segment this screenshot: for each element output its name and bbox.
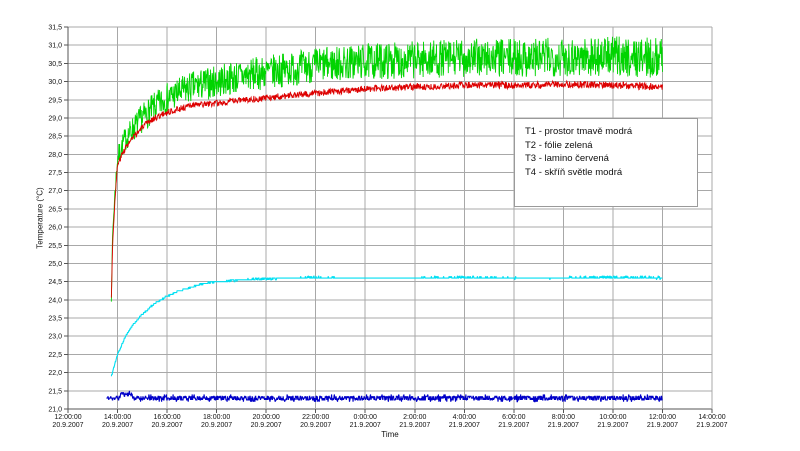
svg-text:20.9.2007: 20.9.2007 — [52, 422, 83, 429]
svg-text:26,0: 26,0 — [48, 225, 62, 232]
svg-text:30,0: 30,0 — [48, 79, 62, 86]
svg-text:21.9.2007: 21.9.2007 — [696, 422, 727, 429]
svg-text:25,5: 25,5 — [48, 243, 62, 250]
svg-text:26,5: 26,5 — [48, 206, 62, 213]
svg-text:20:00:00: 20:00:00 — [253, 414, 280, 421]
svg-text:6:00:00: 6:00:00 — [502, 414, 525, 421]
svg-text:31,0: 31,0 — [48, 43, 62, 50]
svg-text:18:00:00: 18:00:00 — [203, 414, 230, 421]
svg-text:21.9.2007: 21.9.2007 — [548, 422, 579, 429]
svg-text:20.9.2007: 20.9.2007 — [251, 422, 282, 429]
svg-text:20.9.2007: 20.9.2007 — [201, 422, 232, 429]
svg-text:14:00:00: 14:00:00 — [698, 414, 725, 421]
svg-text:14:00:00: 14:00:00 — [104, 414, 131, 421]
svg-text:23,5: 23,5 — [48, 316, 62, 323]
svg-text:21.9.2007: 21.9.2007 — [350, 422, 381, 429]
legend-item-t4: T4 - skříň světle modrá — [525, 166, 623, 178]
svg-text:30,5: 30,5 — [48, 61, 62, 68]
legend-item-t3: T3 - lamino červená — [525, 153, 609, 164]
svg-text:21.9.2007: 21.9.2007 — [647, 422, 678, 429]
y-axis-title: Temperature (°C) — [35, 187, 45, 249]
svg-text:4:00:00: 4:00:00 — [453, 414, 476, 421]
svg-text:22:00:00: 22:00:00 — [302, 414, 329, 421]
svg-text:20.9.2007: 20.9.2007 — [151, 422, 182, 429]
legend-item-t2: T2 - fólie zelená — [525, 139, 593, 151]
svg-text:24,5: 24,5 — [48, 279, 62, 286]
svg-text:28,5: 28,5 — [48, 134, 62, 141]
svg-text:31,5: 31,5 — [48, 25, 62, 32]
svg-text:16:00:00: 16:00:00 — [153, 414, 180, 421]
svg-text:23,0: 23,0 — [48, 334, 62, 341]
svg-text:21.9.2007: 21.9.2007 — [449, 422, 480, 429]
svg-text:22,0: 22,0 — [48, 370, 62, 377]
svg-text:0:00:00: 0:00:00 — [354, 414, 377, 421]
svg-text:21,0: 21,0 — [48, 407, 62, 414]
svg-text:29,0: 29,0 — [48, 115, 62, 122]
svg-text:27,5: 27,5 — [48, 170, 62, 177]
svg-text:8:00:00: 8:00:00 — [552, 414, 575, 421]
x-axis-title: Time — [381, 430, 399, 439]
svg-text:21.9.2007: 21.9.2007 — [498, 422, 529, 429]
svg-text:21.9.2007: 21.9.2007 — [597, 422, 628, 429]
svg-text:10:00:00: 10:00:00 — [599, 414, 626, 421]
legend-item-t1: T1 - prostor tmavě modrá — [525, 126, 633, 137]
svg-text:27,0: 27,0 — [48, 188, 62, 195]
svg-text:29,5: 29,5 — [48, 97, 62, 104]
svg-text:28,0: 28,0 — [48, 152, 62, 159]
svg-text:2:00:00: 2:00:00 — [403, 414, 426, 421]
svg-text:25,0: 25,0 — [48, 261, 62, 268]
svg-text:24,0: 24,0 — [48, 297, 62, 304]
svg-text:12:00:00: 12:00:00 — [54, 414, 81, 421]
svg-text:12:00:00: 12:00:00 — [649, 414, 676, 421]
svg-text:20.9.2007: 20.9.2007 — [300, 422, 331, 429]
svg-text:21,5: 21,5 — [48, 388, 62, 395]
svg-text:21.9.2007: 21.9.2007 — [399, 422, 430, 429]
svg-text:20.9.2007: 20.9.2007 — [102, 422, 133, 429]
legend-box: T1 - prostor tmavě modrá T2 - fólie zele… — [514, 118, 698, 207]
svg-text:22,5: 22,5 — [48, 352, 62, 359]
